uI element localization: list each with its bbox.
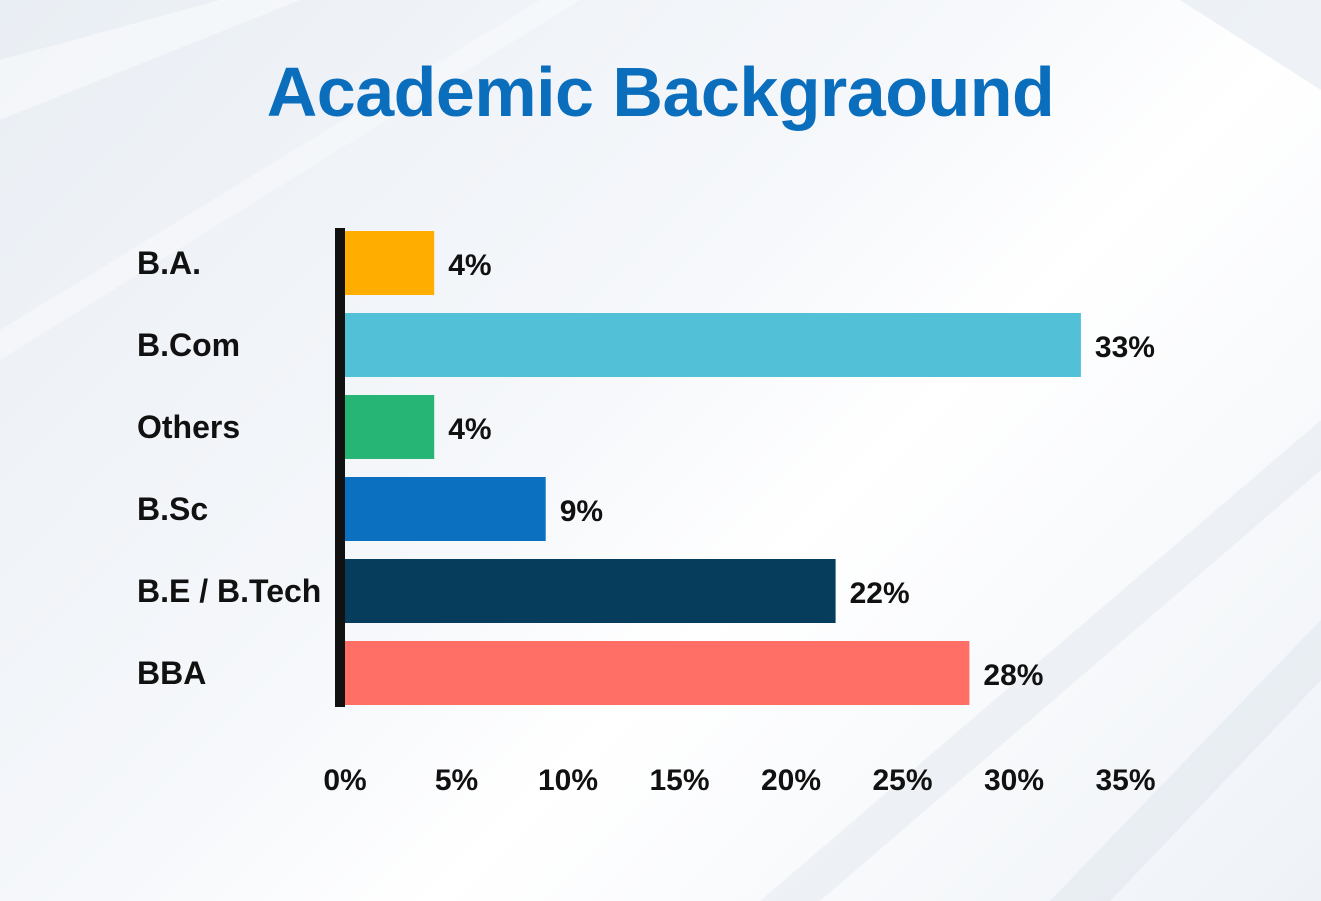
x-tick-label-0: 0%: [323, 764, 366, 797]
bar-b-sc: [345, 477, 546, 541]
bar-b-e-b-tech: [345, 559, 836, 623]
category-label-others: Others: [137, 409, 240, 445]
chart-title: Academic Backgraound: [266, 53, 1055, 131]
value-label-others: 4%: [448, 413, 491, 446]
category-label-b-com: B.Com: [137, 327, 240, 363]
value-label-bba: 28%: [983, 659, 1043, 692]
value-label-b-a: 4%: [448, 249, 491, 282]
x-tick-label-5: 5%: [435, 764, 478, 797]
value-label-b-sc: 9%: [560, 495, 603, 528]
category-label-bba: BBA: [137, 655, 206, 691]
x-tick-label-15: 15%: [649, 764, 709, 797]
x-tick-label-30: 30%: [984, 764, 1044, 797]
bar-b-com: [345, 313, 1081, 377]
value-label-b-com: 33%: [1095, 331, 1155, 364]
x-tick-label-10: 10%: [538, 764, 598, 797]
bar-others: [345, 395, 435, 459]
x-tick-label-25: 25%: [872, 764, 932, 797]
category-label-b-a: B.A.: [137, 245, 201, 281]
value-label-b-e-b-tech: 22%: [850, 577, 910, 610]
category-label-b-sc: B.Sc: [137, 491, 208, 527]
category-label-b-e-b-tech: B.E / B.Tech: [137, 573, 321, 609]
x-tick-label-35: 35%: [1095, 764, 1155, 797]
x-tick-label-20: 20%: [761, 764, 821, 797]
bar-b-a: [345, 231, 435, 295]
bar-bba: [345, 641, 970, 705]
